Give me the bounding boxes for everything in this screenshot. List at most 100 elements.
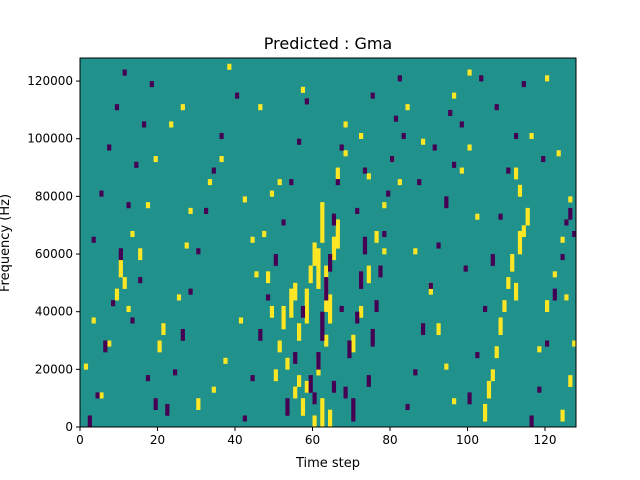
heatmap-cell-high [413, 248, 418, 255]
heatmap-cell-low [537, 386, 542, 393]
heatmap-cell-low [266, 294, 271, 301]
heatmap-cell-low [568, 207, 573, 220]
heatmap-cell-low [343, 386, 348, 399]
heatmap-cell-low [421, 323, 426, 336]
heatmap-cell-high [568, 196, 573, 203]
x-tick-label: 60 [305, 433, 320, 447]
heatmap-cell-low [173, 369, 178, 376]
heatmap-cell-high [452, 398, 457, 405]
heatmap-cell-high [153, 156, 158, 163]
heatmap-cell-low [149, 81, 154, 88]
heatmap-cell-high [273, 369, 278, 382]
heatmap-cell-high [343, 150, 348, 157]
heatmap-cell-low [401, 132, 406, 140]
heatmap-cell-low [541, 156, 546, 163]
heatmap-cell-low [122, 69, 127, 76]
heatmap-cell-high [459, 167, 464, 174]
heatmap-cell-high [107, 340, 112, 347]
heatmap-cell-high [494, 346, 499, 359]
x-tick-label: 100 [456, 433, 479, 447]
heatmap-cell-low [545, 340, 550, 347]
heatmap-cell-low [490, 254, 495, 266]
heatmap-cell-high [483, 403, 488, 422]
heatmap-cell-high [304, 288, 309, 324]
heatmap-cell-low [467, 392, 472, 405]
heatmap-cell-low [204, 207, 209, 214]
heatmap-cell-high [444, 363, 449, 370]
heatmap-cell-high [250, 236, 255, 243]
heatmap-cell-low [390, 156, 395, 163]
heatmap-cell-high [560, 409, 565, 422]
heatmap-cell-high [281, 305, 286, 330]
heatmap-cell-high [529, 132, 534, 140]
heatmap-cell-high [297, 375, 302, 387]
heatmap-cell-high [343, 121, 348, 128]
heatmap-cell-high [126, 305, 131, 312]
heatmap-cell-low [308, 375, 313, 393]
heatmap-cell-high [328, 294, 333, 324]
heatmap-cell-high [262, 230, 267, 238]
heatmap-cell-low [118, 248, 123, 261]
heatmap-cell-low [483, 305, 488, 312]
heatmap-cell-low [188, 288, 193, 295]
heatmap-cell-high [207, 179, 213, 186]
heatmap-cell-low [459, 121, 464, 128]
heatmap-cell-high [467, 144, 472, 151]
heatmap-cell-high [277, 179, 282, 186]
heatmap-cell-low [281, 219, 286, 226]
heatmap-cell-low [320, 311, 325, 341]
heatmap-cell-low [366, 375, 371, 387]
y-tick-label: 0 [65, 420, 73, 434]
heatmap-cell-high [300, 398, 306, 416]
heatmap-cell-low [417, 179, 422, 186]
heatmap-cell-high [572, 340, 577, 347]
heatmap-cell-low [196, 248, 201, 255]
y-tick-label: 20000 [35, 362, 73, 376]
heatmap-cell-high [316, 248, 321, 289]
heatmap-cell-high [130, 230, 135, 238]
heatmap-cell-high [188, 207, 193, 214]
heatmap-cell-high [475, 213, 480, 220]
heatmap-cell-high [467, 69, 472, 76]
heatmap-cell-low [95, 392, 100, 399]
heatmap-cell-high [91, 317, 96, 324]
heatmap-cell-high [436, 323, 441, 336]
heatmap-cell-low [99, 190, 104, 197]
heatmap-cell-low [393, 115, 399, 122]
heatmap-cell-low [130, 317, 135, 324]
heatmap-cell-low [145, 375, 151, 382]
heatmap-cell-high [289, 288, 294, 318]
heatmap-cell-low [250, 375, 255, 382]
heatmap-cell-low [479, 75, 484, 82]
heatmap-cell-low [355, 311, 360, 324]
heatmap-cell-high [366, 173, 371, 180]
chart-title: Predicted : Gma [264, 34, 392, 53]
x-tick-label: 80 [382, 433, 397, 447]
heatmap-cell-high [196, 398, 201, 411]
heatmap-cell-high [211, 386, 216, 393]
y-axis-label: Frequency (Hz) [0, 194, 13, 292]
heatmap-cell-low [107, 144, 112, 151]
heatmap-cell-high [320, 398, 325, 428]
heatmap-cell-high [521, 225, 526, 238]
heatmap-cell-high [517, 184, 523, 197]
x-axis-label: Time step [295, 456, 360, 471]
heatmap-cell-low [242, 415, 247, 422]
heatmap-cell-low [153, 398, 158, 411]
heatmap-cell-high [560, 236, 565, 243]
heatmap-cell-low [444, 196, 449, 209]
heatmap-cell-low [351, 398, 356, 422]
heatmap-cell-high [328, 409, 333, 428]
heatmap-cell-low [331, 380, 337, 393]
heatmap-cell-low [316, 352, 321, 370]
heatmap-cell-high [517, 230, 523, 255]
y-tick-label: 40000 [35, 305, 73, 319]
heatmap-cell-low [87, 415, 92, 428]
x-tick-label: 20 [150, 433, 165, 447]
heatmap-cell-high [514, 167, 519, 180]
x-axis: 0 20 40 60 80 100 120 [76, 427, 556, 447]
heatmap-cell-high [405, 104, 410, 111]
heatmap-cell-high [297, 323, 302, 341]
heatmap-cell-low [552, 288, 557, 301]
heatmap-cell-high [312, 242, 317, 266]
